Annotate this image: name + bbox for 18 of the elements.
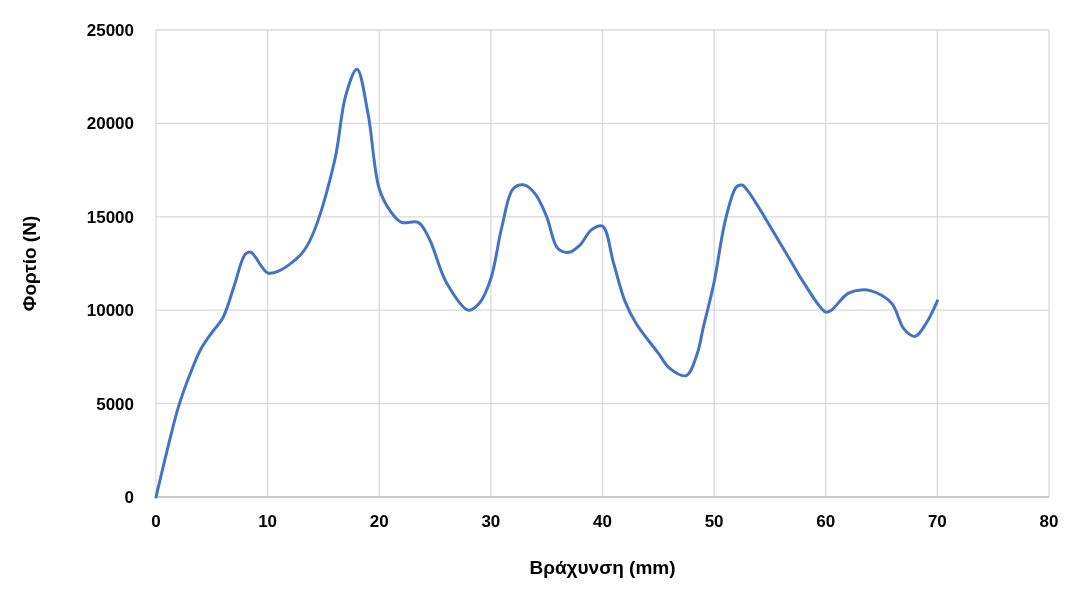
- y-axis-title: Φορτίο (N): [19, 215, 40, 312]
- y-tick-label: 10000: [86, 301, 134, 321]
- y-tick-label: 0: [124, 487, 134, 507]
- y-tick-label: 25000: [86, 20, 134, 40]
- y-tick-label: 20000: [86, 114, 134, 134]
- y-tick-label: 15000: [86, 207, 134, 227]
- x-tick-label: 70: [927, 512, 947, 531]
- x-tick-label: 80: [1039, 512, 1059, 531]
- x-tick-label: 0: [151, 512, 161, 531]
- x-tick-label: 40: [593, 512, 612, 531]
- x-axis-title: Βράχυνση (mm): [529, 557, 676, 578]
- line-series: [154, 67, 939, 499]
- x-tick-label: 60: [816, 512, 836, 531]
- y-tick-label: 5000: [96, 394, 134, 414]
- x-tick-label: 20: [369, 512, 389, 531]
- x-tick-label: 10: [258, 512, 278, 531]
- x-tick-label: 50: [704, 512, 724, 531]
- x-tick-label: 30: [481, 512, 501, 531]
